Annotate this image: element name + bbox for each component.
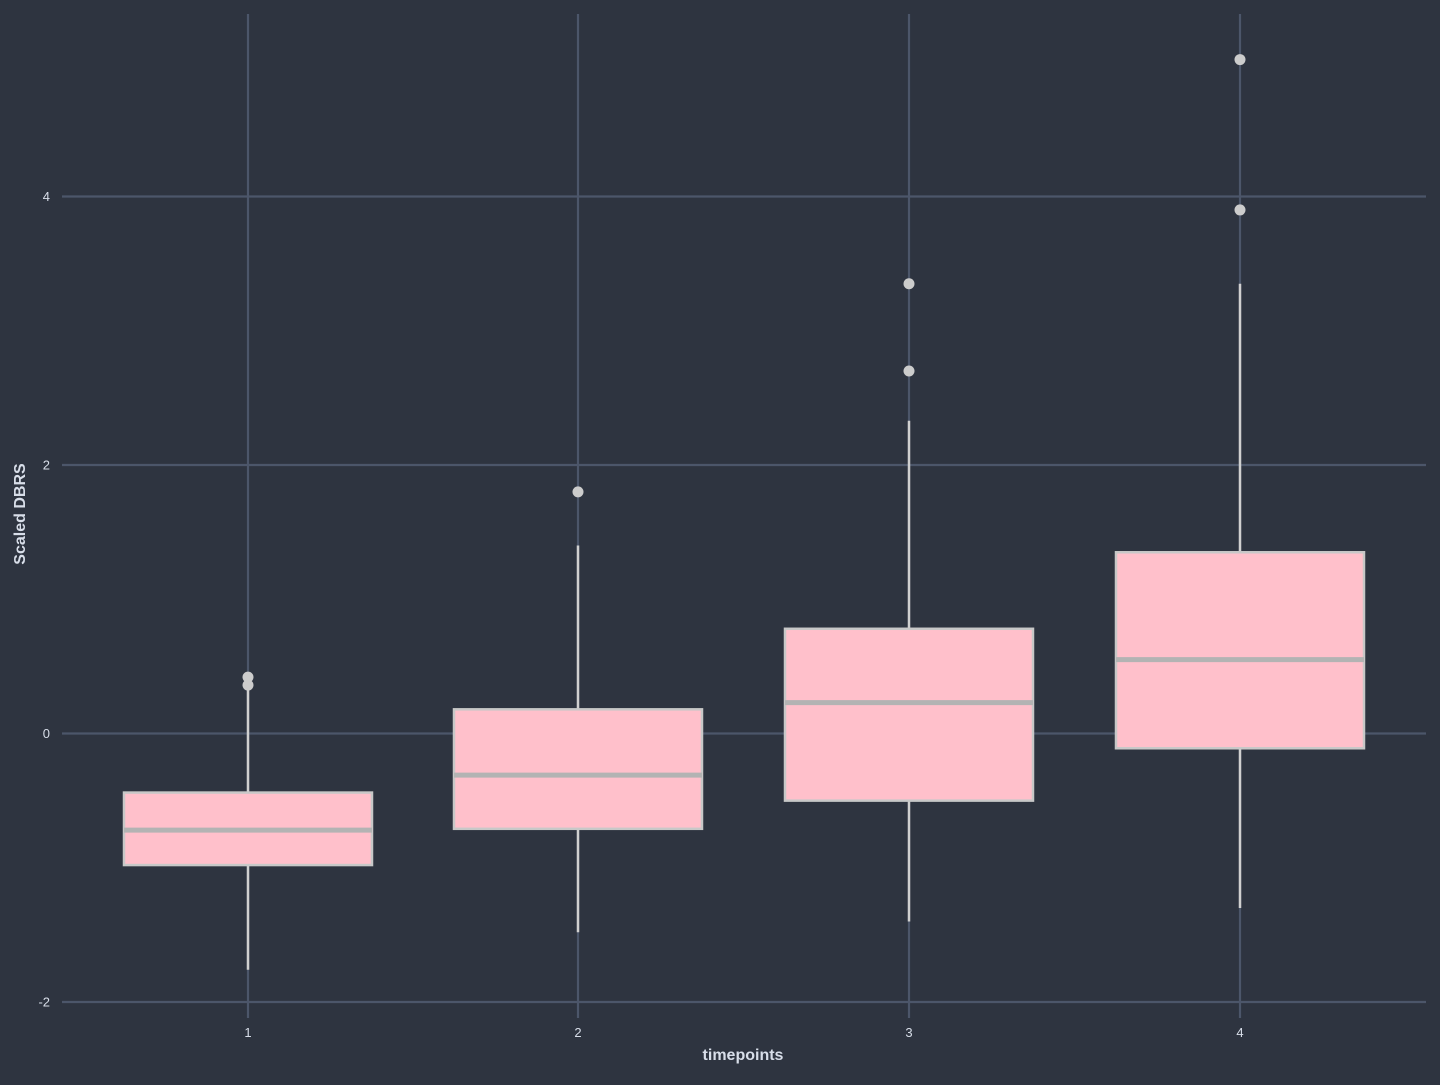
outlier-point <box>572 486 584 498</box>
outlier-point <box>242 679 254 691</box>
box-group-4 <box>1114 54 1366 909</box>
y-tick-label: 0 <box>43 726 50 741</box>
box-body <box>452 708 704 831</box>
x-tick-label: 4 <box>1236 1025 1243 1040</box>
outlier-point <box>1234 204 1246 216</box>
tick-labels: -2 0 2 4 1 2 3 4 <box>38 189 1243 1040</box>
box-group-1 <box>122 671 374 970</box>
outlier-point <box>903 278 915 290</box>
x-tick-label: 2 <box>574 1025 581 1040</box>
grid-lines <box>62 14 1426 1018</box>
box-series <box>122 54 1366 970</box>
outlier-point <box>1234 54 1246 66</box>
box-body <box>783 627 1035 802</box>
y-tick-label: 4 <box>43 189 50 204</box>
y-tick-label: 2 <box>43 458 50 473</box>
y-axis-title: Scaled DBRS <box>12 463 29 565</box>
box-group-3 <box>783 278 1035 922</box>
x-axis-title: timepoints <box>703 1047 784 1064</box>
x-tick-label: 1 <box>244 1025 251 1040</box>
outlier-point <box>903 365 915 377</box>
outlier-point <box>242 671 254 683</box>
x-tick-label: 3 <box>905 1025 912 1040</box>
box-body <box>1114 551 1366 750</box>
box-group-2 <box>452 486 704 933</box>
y-tick-label: -2 <box>38 995 50 1010</box>
